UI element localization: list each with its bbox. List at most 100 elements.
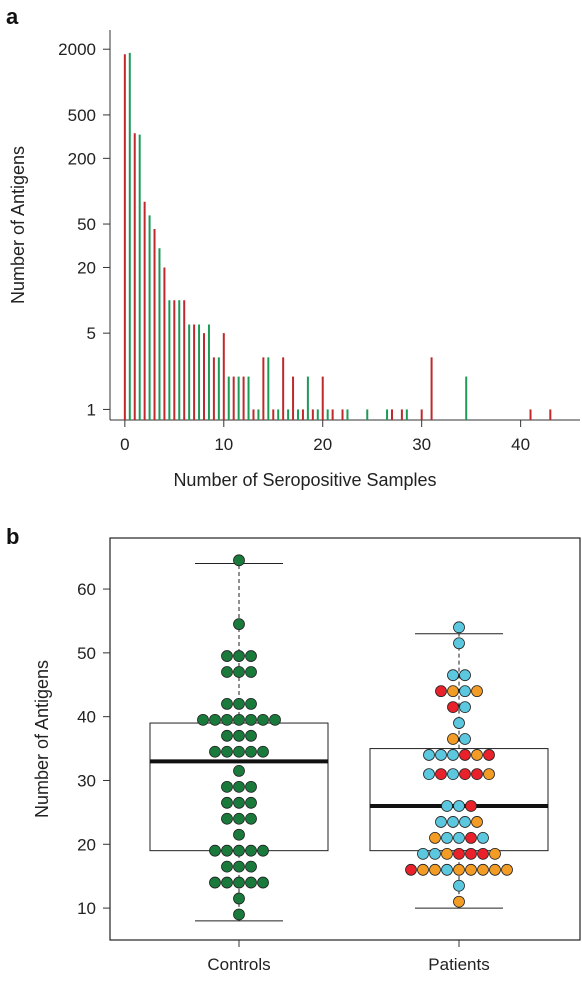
y-tick-label: 60	[77, 580, 96, 599]
y-axis-label: Number of Antigens	[32, 660, 52, 818]
control-point	[245, 713, 257, 726]
boxplot-chart: 10 20 30 40 50 60 Controls Patients Number of An…	[32, 537, 581, 974]
control-point	[221, 860, 233, 873]
patient-point	[453, 637, 465, 650]
control-point	[245, 812, 257, 825]
control-point	[209, 844, 221, 857]
patient-point	[459, 816, 471, 828]
control-point	[209, 713, 221, 726]
patient-point	[483, 768, 495, 780]
patient-point	[459, 685, 471, 698]
x-tick-label: Patients	[428, 955, 489, 974]
patient-point	[453, 832, 465, 844]
patient-point	[441, 863, 453, 876]
patient-point	[423, 749, 435, 761]
patient-point	[435, 749, 447, 761]
patient-point	[423, 768, 435, 780]
control-point	[245, 729, 257, 742]
patient-point	[441, 800, 453, 812]
patient-point	[471, 749, 483, 761]
patient-point	[447, 669, 459, 682]
control-point	[245, 745, 257, 758]
histogram-chart: 1 5 20 50 200 500 2000 0 10 20 30 40 Number of Serop…	[8, 30, 580, 490]
patient-point	[471, 816, 483, 828]
patient-point	[471, 685, 483, 698]
patient-point	[429, 847, 441, 860]
patient-point	[435, 816, 447, 828]
control-point	[233, 618, 245, 631]
patient-point	[447, 816, 459, 828]
patient-point	[459, 768, 471, 780]
patient-point	[429, 832, 441, 844]
control-point	[233, 828, 245, 841]
patient-point	[405, 863, 417, 876]
control-point	[245, 780, 257, 793]
control-point	[269, 713, 281, 726]
x-tick-label: Controls	[207, 955, 270, 974]
patient-point	[447, 749, 459, 761]
patient-point	[435, 768, 447, 780]
control-point	[245, 650, 257, 662]
control-point	[221, 650, 233, 662]
control-point	[233, 780, 245, 793]
control-point	[233, 666, 245, 678]
control-point	[245, 844, 257, 857]
y-tick-label: 20	[77, 835, 96, 854]
patient-point	[459, 669, 471, 682]
control-point	[221, 666, 233, 678]
control-point	[209, 876, 221, 889]
control-point	[233, 698, 245, 710]
patient-point	[453, 863, 465, 876]
patient-point	[483, 749, 495, 761]
y-tick-label: 30	[77, 771, 96, 790]
control-point	[221, 780, 233, 793]
control-point	[233, 745, 245, 758]
panel-b: b 10 20 30 40 50 60 Controls Patients Number of …	[0, 510, 582, 981]
control-point	[233, 554, 245, 567]
x-tick-label: 30	[412, 435, 431, 454]
patient-point	[459, 733, 471, 745]
patient-point	[435, 685, 447, 698]
x-tick-label: 10	[214, 435, 233, 454]
x-tick-label: 40	[511, 435, 530, 454]
control-point	[233, 796, 245, 809]
control-point	[233, 908, 245, 921]
control-point	[245, 796, 257, 809]
control-point	[233, 765, 245, 777]
control-point	[233, 892, 245, 905]
y-tick-label: 50	[77, 215, 96, 234]
patient-point	[417, 847, 429, 860]
patient-point	[441, 832, 453, 844]
y-tick-label: 5	[87, 324, 96, 343]
patient-point	[441, 847, 453, 860]
y-tick-label: 50	[77, 644, 96, 663]
patient-point	[471, 768, 483, 780]
control-point	[257, 876, 269, 889]
control-point	[221, 745, 233, 758]
patient-point	[453, 621, 465, 634]
patient-point	[459, 701, 471, 713]
control-point	[257, 844, 269, 857]
control-point	[233, 812, 245, 825]
y-tick-label: 40	[77, 708, 96, 727]
y-tick-label: 500	[68, 106, 96, 125]
patient-point	[465, 800, 477, 812]
control-point	[245, 698, 257, 710]
control-point	[221, 796, 233, 809]
control-point	[221, 812, 233, 825]
panel-a: a 1 5 20 50 200 500 2000 0 10 20 30 40 Number of Ser…	[6, 4, 580, 490]
patient-point	[477, 847, 489, 860]
patient-point	[447, 768, 459, 780]
patient-point	[447, 701, 459, 713]
patient-point	[459, 749, 471, 761]
patient-point	[447, 685, 459, 698]
control-point	[221, 713, 233, 726]
control-point	[221, 876, 233, 889]
control-point	[257, 745, 269, 758]
y-tick-label: 10	[77, 899, 96, 918]
patient-point	[453, 800, 465, 812]
y-tick-label: 20	[77, 258, 96, 277]
control-point	[197, 713, 209, 726]
control-point	[233, 876, 245, 889]
panel-a-letter: a	[6, 4, 19, 29]
